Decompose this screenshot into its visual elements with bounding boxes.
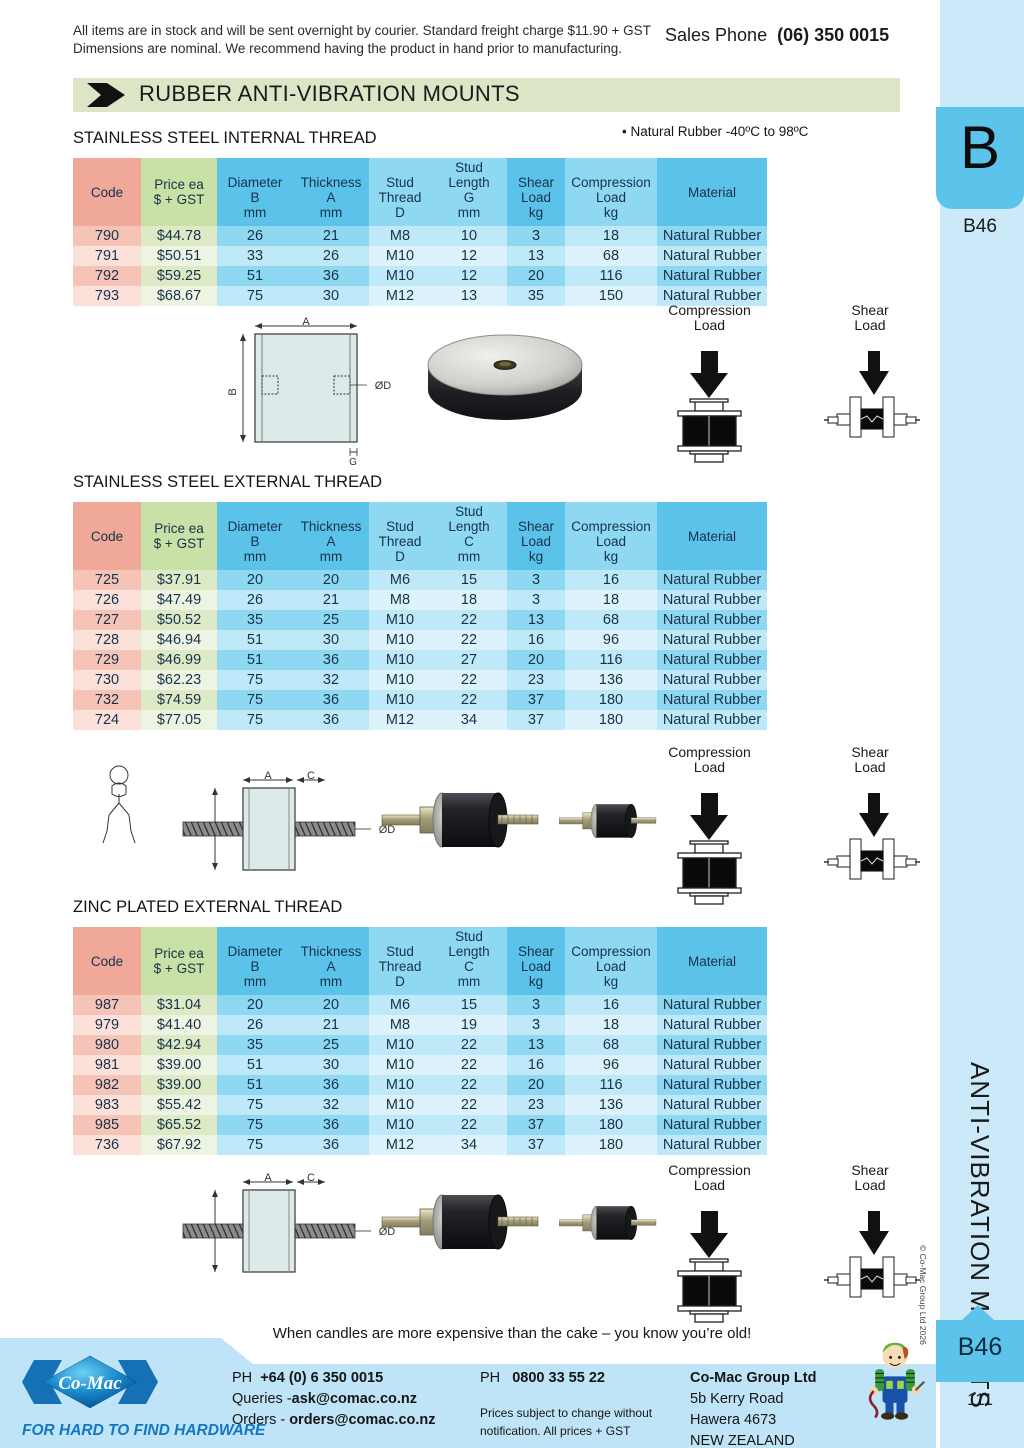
svg-text:ØD: ØD	[375, 380, 392, 392]
svg-text:Co-Mac: Co-Mac	[58, 1373, 122, 1394]
svg-text:C: C	[307, 1172, 315, 1184]
svg-text:A: A	[302, 316, 310, 328]
svg-text:B: B	[227, 388, 239, 395]
svg-text:FOR HARD TO FIND HARDWARE: FOR HARD TO FIND HARDWARE	[22, 1422, 266, 1439]
svg-text:A: A	[264, 770, 272, 782]
svg-text:G: G	[349, 457, 357, 468]
svg-text:C: C	[307, 770, 315, 782]
svg-text:A: A	[264, 1172, 272, 1184]
